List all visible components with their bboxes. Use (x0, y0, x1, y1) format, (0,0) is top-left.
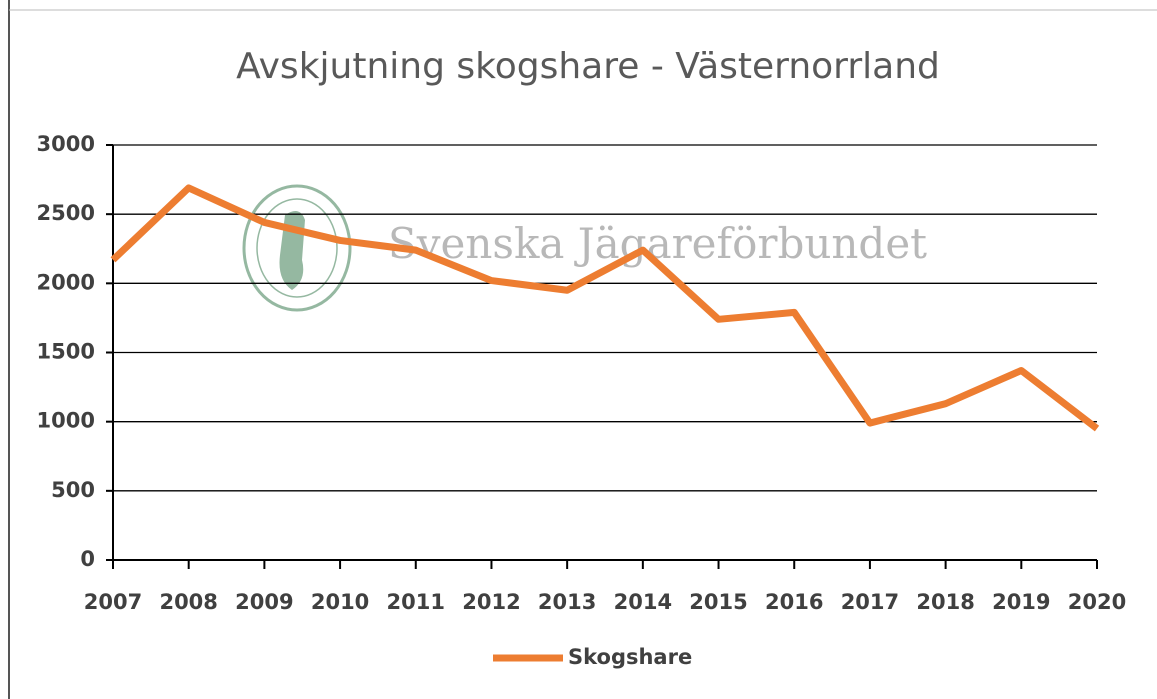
x-tick-label: 2010 (311, 590, 369, 614)
y-tick-label: 0 (80, 547, 95, 571)
x-tick-label: 2008 (159, 590, 217, 614)
x-tick-label: 2007 (84, 590, 142, 614)
x-tick-label: 2013 (538, 590, 596, 614)
y-tick-label: 3000 (37, 132, 95, 156)
y-tick-label: 1500 (37, 340, 95, 364)
x-tick-label: 2020 (1068, 590, 1126, 614)
x-tick-label: 2017 (841, 590, 899, 614)
x-tick-label: 2009 (235, 590, 293, 614)
x-tick-label: 2018 (916, 590, 974, 614)
x-tick-label: 2016 (765, 590, 823, 614)
y-tick-label: 500 (51, 478, 95, 502)
y-tick-label: 1000 (37, 409, 95, 433)
x-tick-label: 2014 (614, 590, 672, 614)
x-tick-label: 2015 (689, 590, 747, 614)
y-tick-label: 2000 (37, 270, 95, 294)
legend-label: Skogshare (568, 645, 692, 669)
series-line (110, 184, 1100, 432)
logo (242, 184, 352, 312)
y-tick-label: 2500 (37, 201, 95, 225)
x-tick-label: 2011 (387, 590, 445, 614)
x-tick-label: 2012 (462, 590, 520, 614)
chart-title: Avskjutning skogshare - Västernorrland (236, 46, 940, 87)
x-tick-label: 2019 (992, 590, 1050, 614)
